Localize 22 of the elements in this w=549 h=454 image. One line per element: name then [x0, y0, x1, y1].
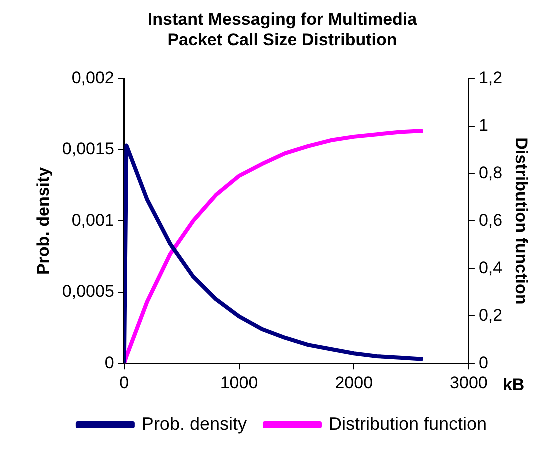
y-tick-label: 0: [104, 353, 114, 372]
x-axis-title: kB: [502, 375, 525, 394]
y-axis-title: Prob. density: [34, 166, 53, 276]
y-tick-label: 0,001: [72, 210, 114, 230]
y2-axis-title: Distribution function: [512, 138, 532, 305]
y2-tick-label: 0: [478, 353, 488, 372]
x-tick-label: 2000: [335, 373, 374, 392]
y2-tick-label: 0,2: [478, 306, 503, 325]
y2-tick-label: 0,6: [478, 210, 503, 230]
y-tick-label: 0,0015: [62, 140, 114, 159]
x-tick-label: 1000: [220, 373, 258, 392]
y2-tick-label: 1: [478, 116, 488, 135]
y2-tick-label: 1,2: [478, 68, 503, 88]
chart-title: Instant Messaging for Multimedia Packet Call Size Distribution: [148, 10, 418, 50]
legend-label: Distribution function: [328, 414, 488, 434]
legend-label: Prob. density: [142, 414, 247, 434]
y-tick-label: 0,002: [72, 68, 114, 88]
y2-tick-label: 0,4: [478, 258, 503, 278]
y-tick-label: 0,0005: [62, 282, 114, 302]
x-tick-label: 3000: [450, 373, 488, 392]
x-tick-label: 0: [120, 373, 130, 392]
y2-tick-label: 0,8: [478, 163, 503, 182]
